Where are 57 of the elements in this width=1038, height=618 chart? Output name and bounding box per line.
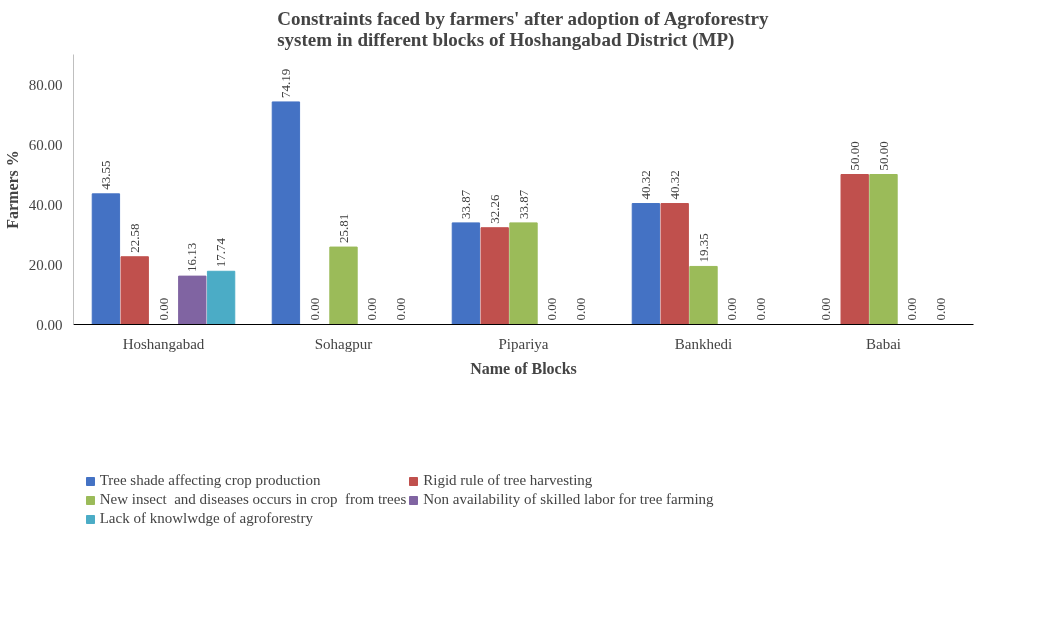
data-label: 43.55 xyxy=(97,160,113,190)
bar xyxy=(840,174,869,325)
y-tick-label: 60.00 xyxy=(28,136,63,153)
bar xyxy=(91,193,121,325)
data-label: 0.00 xyxy=(155,297,171,321)
data-label: 25.81 xyxy=(335,213,351,244)
legend-label: Tree shade affecting crop production xyxy=(99,472,321,489)
data-label: 0.00 xyxy=(544,297,560,321)
data-label: 74.19 xyxy=(277,68,293,98)
bar xyxy=(206,270,236,325)
x-tick-label: Babai xyxy=(866,335,902,352)
data-label: 0.00 xyxy=(933,297,949,321)
legend-label: New insect and diseases occurs in crop from trees xyxy=(99,491,407,508)
data-label: 16.13 xyxy=(184,242,200,273)
data-label: 50.00 xyxy=(846,141,862,171)
data-label: 32.26 xyxy=(486,193,502,224)
data-label: 0.00 xyxy=(817,297,833,321)
data-label: 33.87 xyxy=(515,189,531,219)
bar xyxy=(120,256,149,325)
data-label: 0.00 xyxy=(306,297,322,321)
y-tick-label: 20.00 xyxy=(28,256,63,273)
bar xyxy=(178,275,207,325)
bar xyxy=(329,246,358,325)
data-label: 0.00 xyxy=(393,297,409,321)
y-axis-title: Farmers % xyxy=(3,150,21,229)
bar xyxy=(509,222,538,325)
data-label: 40.32 xyxy=(637,170,653,200)
y-tick-label: 80.00 xyxy=(28,76,63,93)
data-label: 0.00 xyxy=(724,297,740,321)
data-label: 50.00 xyxy=(875,141,891,171)
data-label: 0.00 xyxy=(753,297,769,321)
data-label: 19.35 xyxy=(695,233,711,263)
data-label: 40.32 xyxy=(666,170,682,200)
bar xyxy=(480,227,509,325)
legend-label: Non availability of skilled labor for tree farming xyxy=(423,491,714,508)
chart-title: Constraints faced by farmers' after adoption of Agroforestry system in different blocks of Hoshangabad District (MP) xyxy=(277,7,769,51)
bar xyxy=(271,101,301,325)
x-axis-title: Name of Blocks xyxy=(470,359,577,377)
data-label: 22.58 xyxy=(126,223,142,253)
bar xyxy=(631,203,661,325)
data-label: 33.87 xyxy=(457,189,473,219)
x-tick-label: Bankhedi xyxy=(674,335,733,352)
data-label: 0.00 xyxy=(364,297,380,321)
x-tick-label: Sohagpur xyxy=(314,335,373,352)
bar xyxy=(451,222,481,325)
bar xyxy=(869,174,898,325)
bar xyxy=(689,265,718,325)
x-tick-label: Pipariya xyxy=(498,335,549,352)
data-label: 17.74 xyxy=(213,237,229,268)
bar xyxy=(660,203,689,325)
x-tick-label: Hoshangabad xyxy=(122,335,205,352)
y-tick-label: 40.00 xyxy=(28,196,63,213)
data-label: 0.00 xyxy=(904,297,920,321)
legend-label: Lack of knowlwdge of agroforestry xyxy=(99,510,313,527)
legend-label: Rigid rule of tree harvesting xyxy=(423,472,593,489)
y-tick-label: 0.00 xyxy=(36,316,63,333)
data-label: 0.00 xyxy=(573,297,589,321)
